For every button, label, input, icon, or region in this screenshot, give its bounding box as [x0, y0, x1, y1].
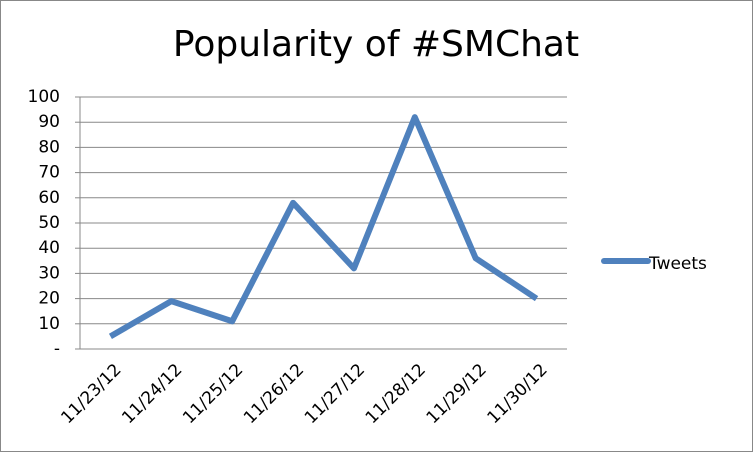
- y-tick-label: 80: [38, 137, 60, 157]
- y-tick-label: 60: [38, 188, 60, 208]
- y-tick-label: 50: [38, 213, 60, 233]
- y-tick-label: -: [54, 339, 60, 359]
- chart-title: Popularity of #SMChat: [173, 24, 579, 65]
- y-tick-label: 70: [38, 163, 60, 183]
- y-tick-label: 40: [38, 238, 60, 258]
- series-line: [108, 114, 539, 339]
- y-tick-label: 100: [28, 87, 60, 107]
- y-tick-label: 30: [38, 263, 60, 283]
- y-tick-label: 10: [38, 314, 60, 334]
- legend-label: Tweets: [648, 254, 707, 274]
- y-tick-label: 20: [38, 289, 60, 309]
- y-tick-label: 90: [38, 112, 60, 132]
